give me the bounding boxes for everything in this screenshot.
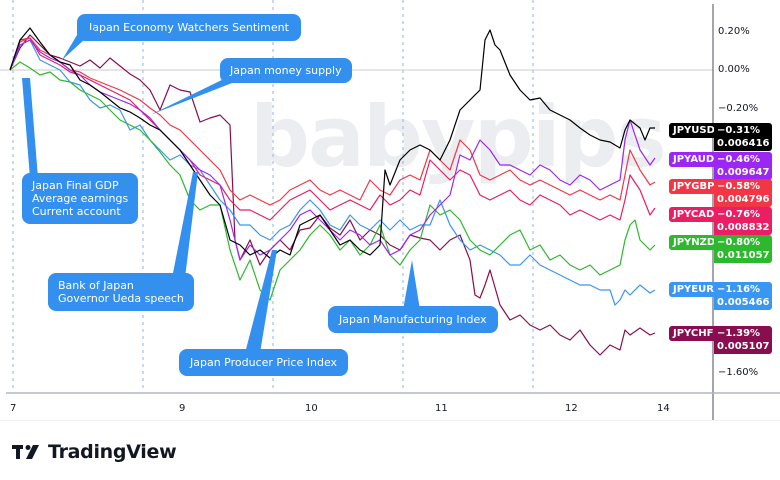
pct-jpyaud: −0.46% bbox=[717, 154, 761, 165]
y-tick-0.00: 0.00% bbox=[718, 64, 750, 75]
pct-jpyusd: −0.31% bbox=[717, 125, 761, 136]
pct-jpynzd: −0.80% bbox=[717, 237, 761, 248]
label-jpyusd: JPYUSD bbox=[669, 123, 719, 138]
price-jpycad: 0.008832 bbox=[717, 222, 770, 233]
x-tick-9: 9 bbox=[179, 403, 186, 414]
tradingview-logo-icon bbox=[12, 445, 39, 459]
chart-area[interactable]: babypips Japan Economy Watchers Sentimen… bbox=[0, 0, 780, 421]
price-jpygbp: 0.004796 bbox=[717, 194, 770, 205]
label-jpyaud: JPYAUD bbox=[669, 152, 719, 167]
value-jpyaud: −0.46% 0.009647 bbox=[714, 152, 772, 180]
label-jpycad: JPYCAD bbox=[669, 207, 719, 222]
label-jpychf: JPYCHF bbox=[669, 326, 718, 341]
brand-name: TradingView bbox=[48, 441, 177, 463]
value-jpyeur: −1.16% 0.005466 bbox=[714, 282, 772, 310]
price-jpyaud: 0.009647 bbox=[717, 167, 770, 178]
callout-money-supply: Japan money supply bbox=[220, 58, 352, 83]
label-jpygbp: JPYGBP bbox=[669, 179, 719, 194]
value-jpynzd: −0.80% 0.011057 bbox=[714, 235, 772, 263]
y-tick-0.20: 0.20% bbox=[718, 26, 750, 37]
y-tick-neg1.60: −1.60% bbox=[718, 367, 759, 378]
price-jpychf: 0.005107 bbox=[717, 341, 770, 352]
y-tick-neg0.20: −0.20% bbox=[718, 103, 759, 114]
series-jpycad bbox=[9, 37, 656, 221]
callout-manufacturing: Japan Manufacturing Index bbox=[328, 306, 498, 333]
series-jpygbp bbox=[9, 37, 656, 206]
callout-boj-ueda: Bank of Japan Governor Ueda speech bbox=[48, 273, 194, 311]
label-jpynzd: JPYNZD bbox=[669, 235, 720, 250]
series-jpynzd bbox=[9, 61, 656, 301]
x-tick-10: 10 bbox=[305, 403, 318, 414]
pct-jpyeur: −1.16% bbox=[717, 284, 761, 295]
callout-ppi: Japan Producer Price Index bbox=[179, 349, 349, 376]
price-jpyeur: 0.005466 bbox=[717, 297, 770, 308]
plot-svg bbox=[0, 0, 780, 420]
label-jpyeur: JPYEUR bbox=[669, 282, 718, 297]
value-jpyusd: −0.31% 0.006416 bbox=[714, 123, 772, 151]
callout-economy-watchers: Japan Economy Watchers Sentiment bbox=[77, 14, 301, 41]
series-jpychf bbox=[9, 34, 656, 356]
callout-gdp-earnings: Japan Final GDP Average earnings Current… bbox=[22, 173, 139, 224]
watermark-logo: babypips bbox=[250, 88, 667, 186]
price-jpyusd: 0.006416 bbox=[717, 138, 770, 149]
pct-jpychf: −1.39% bbox=[717, 328, 761, 339]
x-tick-7: 7 bbox=[10, 403, 17, 414]
value-jpycad: −0.76% 0.008832 bbox=[714, 207, 772, 235]
x-tick-14: 14 bbox=[657, 403, 670, 414]
value-jpychf: −1.39% 0.005107 bbox=[714, 326, 772, 354]
series-jpyaud bbox=[9, 39, 656, 261]
pct-jpycad: −0.76% bbox=[717, 209, 761, 220]
price-jpynzd: 0.011057 bbox=[717, 250, 770, 261]
pct-jpygbp: −0.58% bbox=[717, 181, 761, 192]
value-jpygbp: −0.58% 0.004796 bbox=[714, 179, 772, 207]
series-jpyeur bbox=[9, 39, 656, 306]
x-tick-12: 12 bbox=[565, 403, 578, 414]
tradingview-brand[interactable]: TradingView bbox=[12, 441, 177, 463]
series-jpyusd bbox=[9, 27, 655, 259]
x-tick-11: 11 bbox=[435, 403, 448, 414]
